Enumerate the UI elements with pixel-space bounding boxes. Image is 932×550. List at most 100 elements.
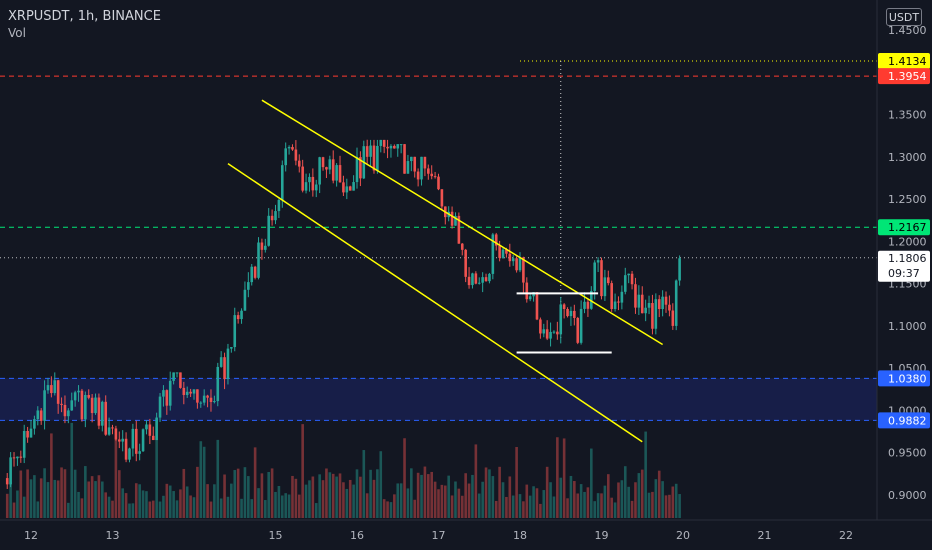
volume-bar xyxy=(430,471,434,518)
volume-bar xyxy=(379,451,383,518)
candle-body xyxy=(457,215,461,244)
candle-body xyxy=(494,234,498,246)
volume-bar xyxy=(253,447,257,518)
volume-bar xyxy=(668,494,671,518)
volume-bar xyxy=(481,481,484,518)
volume-bar xyxy=(134,483,138,518)
volume-bar xyxy=(53,479,57,518)
candle-body xyxy=(471,273,474,286)
candle-body xyxy=(206,395,209,398)
candle-body xyxy=(121,438,124,442)
symbol-title[interactable]: XRPUSDT, 1h, BINANCE xyxy=(8,9,161,24)
volume-bar xyxy=(185,486,189,518)
time-tick-label: 16 xyxy=(350,529,364,542)
currency-button[interactable]: USDT xyxy=(886,8,922,26)
volume-bar xyxy=(454,481,457,518)
volume-bar xyxy=(294,478,298,518)
candle-body xyxy=(213,401,216,403)
volume-bar xyxy=(573,481,576,518)
candle-body xyxy=(661,296,664,309)
candle-body xyxy=(226,348,230,380)
volume-bar xyxy=(501,482,505,518)
candle-body xyxy=(114,428,118,440)
candle-body xyxy=(596,260,600,263)
volume-bar xyxy=(331,473,335,518)
volume-bar xyxy=(556,437,559,518)
volume-bar xyxy=(111,500,114,518)
candle-body xyxy=(410,156,413,162)
candle-body xyxy=(671,310,675,326)
volume-bar xyxy=(617,482,620,518)
volume-bar xyxy=(189,495,192,518)
volume-bar xyxy=(447,475,450,518)
volume-bar xyxy=(121,488,124,518)
candle-body xyxy=(488,273,491,282)
price-tick-label: 1.3500 xyxy=(888,109,927,122)
price-tick-label: 1.2500 xyxy=(888,193,927,206)
candle-body xyxy=(674,280,678,326)
volume-bar xyxy=(515,447,518,518)
volume-bar xyxy=(291,475,294,518)
volume-bar xyxy=(535,488,539,518)
volume-bar xyxy=(250,499,254,518)
candle-body xyxy=(209,397,213,402)
candle-body xyxy=(318,157,321,185)
volume-bar xyxy=(413,499,417,518)
candle-body xyxy=(464,249,467,277)
candle-body xyxy=(50,385,53,394)
volume-bar xyxy=(87,481,91,518)
volume-bar xyxy=(443,485,447,518)
volume-bar xyxy=(596,493,600,518)
candle-body xyxy=(247,282,250,290)
volume-bar xyxy=(661,481,664,518)
volume-bar xyxy=(308,480,311,518)
candle-body xyxy=(603,277,607,297)
volume-bar xyxy=(97,475,101,518)
candle-body xyxy=(67,410,70,417)
candle-body xyxy=(352,182,355,191)
candle-body xyxy=(511,258,515,262)
volume-bar xyxy=(362,450,366,518)
candle-body xyxy=(328,159,332,170)
candle-body xyxy=(389,145,393,149)
volume-bar xyxy=(613,502,617,518)
candle-body xyxy=(46,385,50,391)
candle-body xyxy=(145,424,148,430)
volume-bar xyxy=(138,484,141,518)
volume-bar xyxy=(165,483,169,518)
candle-body xyxy=(416,171,420,180)
volume-bar xyxy=(175,500,179,518)
candle-body xyxy=(335,165,338,181)
volume-bar xyxy=(423,466,427,518)
volume-bar xyxy=(606,474,610,518)
volume-bar xyxy=(637,473,641,518)
candle-body xyxy=(19,456,23,458)
volume-bar xyxy=(318,474,321,518)
candle-body xyxy=(257,242,260,278)
volume-bar xyxy=(192,497,196,518)
candle-body xyxy=(440,189,444,207)
volume-bar xyxy=(433,481,437,518)
price-tag-label-level: 1.2167 xyxy=(888,221,927,234)
volume-bar xyxy=(114,439,118,518)
volume-bar xyxy=(583,491,586,518)
candle-body xyxy=(552,331,556,333)
candle-body xyxy=(80,390,84,420)
volume-bar xyxy=(484,467,488,518)
candle-body xyxy=(236,315,240,320)
time-tick-label: 17 xyxy=(432,529,446,542)
candle-body xyxy=(196,389,199,403)
volume-bar xyxy=(124,493,128,518)
volume-bar xyxy=(471,474,474,518)
candle-body xyxy=(491,234,495,274)
volume-bar xyxy=(600,493,603,518)
volume-bar xyxy=(335,476,338,518)
candle-body xyxy=(342,182,345,193)
volume-bar xyxy=(270,468,274,518)
volume-indicator-label[interactable]: Vol xyxy=(8,26,26,40)
candle-body xyxy=(477,282,481,284)
volume-bar xyxy=(233,470,237,518)
candle-body xyxy=(518,257,522,271)
volume-bar xyxy=(559,477,563,518)
